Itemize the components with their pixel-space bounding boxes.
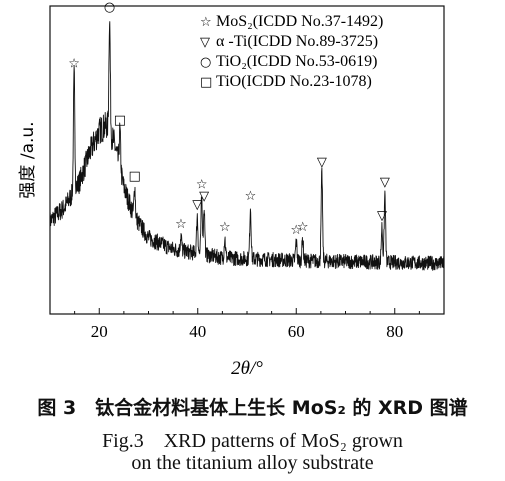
legend-label: TiO₂(ICDD No.53-0619) <box>216 53 377 70</box>
legend-marker: ☆ <box>200 15 212 30</box>
peak-marker-mos2: ☆ <box>219 220 231 235</box>
legend-marker: ▽ <box>200 35 210 50</box>
y-axis-label: 强度 /a.u. <box>18 121 38 198</box>
x-tick-label: 60 <box>288 322 305 341</box>
legend-label: MoS₂(ICDD No.37-1492) <box>216 13 383 30</box>
caption-english-line2: on the titanium alloy substrate <box>131 452 374 474</box>
xrd-pattern-line <box>49 21 445 271</box>
x-tick-label: 40 <box>189 322 206 341</box>
x-axis-ticks: 20 40 60 80 <box>49 308 445 341</box>
peak-marker-alpha-ti: ▽ <box>199 189 209 204</box>
peak-marker-alpha-ti: ▽ <box>380 175 390 190</box>
peak-marker-tio: □ <box>129 169 141 184</box>
peak-marker-mos2: ☆ <box>68 56 80 71</box>
peak-marker-alpha-ti: ▽ <box>192 197 202 212</box>
peak-marker-mos2: ☆ <box>245 189 257 204</box>
peak-marker-mos2: ☆ <box>290 223 302 238</box>
peak-markers: ☆○□□☆▽☆▽☆☆☆☆▽▽▽ <box>68 0 390 238</box>
peak-marker-mos2: ☆ <box>297 220 309 235</box>
legend-label: TiO(ICDD No.23-1078) <box>216 73 372 90</box>
peak-marker-alpha-ti: ▽ <box>377 209 387 224</box>
caption-english-line1: Fig.3 XRD patterns of MoS₂ grown <box>102 430 403 452</box>
legend-marker: ○ <box>200 55 211 70</box>
legend-marker: □ <box>200 75 212 90</box>
x-tick-label: 20 <box>91 322 108 341</box>
legend-label: α -Ti(ICDD No.89-3725) <box>216 33 378 50</box>
peak-marker-tio: □ <box>114 113 126 128</box>
peak-marker-alpha-ti: ▽ <box>317 155 327 170</box>
peak-marker-tio2: ○ <box>104 0 115 15</box>
caption-chinese: 图 3 钛合金材料基体上生长 MoS₂ 的 XRD 图谱 <box>37 397 468 419</box>
x-tick-label: 80 <box>386 322 403 341</box>
peak-marker-mos2: ☆ <box>196 178 208 193</box>
peak-marker-mos2: ☆ <box>175 217 187 232</box>
xrd-chart: 20 40 60 80 ☆○□□☆▽☆▽☆☆☆☆▽▽▽ ☆ MoS₂(ICDD No.3… <box>18 0 445 379</box>
legend: ☆ MoS₂(ICDD No.37-1492) ▽ α -Ti(ICDD No.89-… <box>200 13 383 90</box>
x-axis-label: 2θ/° <box>231 358 263 379</box>
